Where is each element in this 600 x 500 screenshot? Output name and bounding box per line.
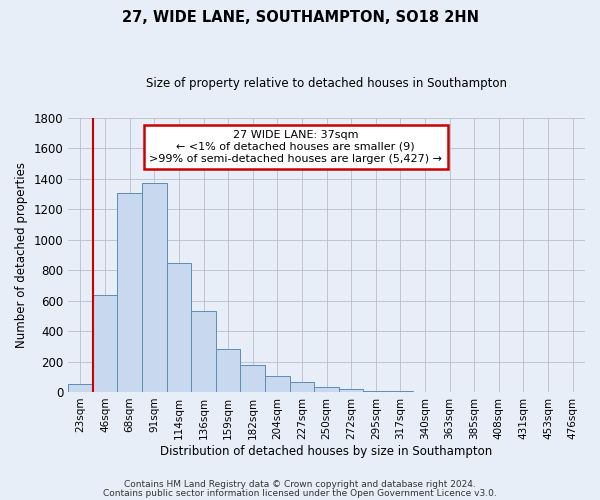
Bar bbox=[364, 390, 388, 392]
Bar bbox=[167, 262, 191, 392]
Bar bbox=[265, 376, 290, 392]
X-axis label: Distribution of detached houses by size in Southampton: Distribution of detached houses by size … bbox=[160, 444, 493, 458]
Bar bbox=[68, 384, 93, 392]
Bar bbox=[314, 388, 339, 392]
Bar bbox=[290, 382, 314, 392]
Bar bbox=[93, 294, 118, 392]
Bar bbox=[241, 364, 265, 392]
Text: 27, WIDE LANE, SOUTHAMPTON, SO18 2HN: 27, WIDE LANE, SOUTHAMPTON, SO18 2HN bbox=[121, 10, 479, 25]
Y-axis label: Number of detached properties: Number of detached properties bbox=[15, 162, 28, 348]
Text: 27 WIDE LANE: 37sqm
← <1% of detached houses are smaller (9)
>99% of semi-detach: 27 WIDE LANE: 37sqm ← <1% of detached ho… bbox=[149, 130, 442, 164]
Bar bbox=[191, 312, 216, 392]
Text: Contains public sector information licensed under the Open Government Licence v3: Contains public sector information licen… bbox=[103, 488, 497, 498]
Bar bbox=[339, 389, 364, 392]
Bar bbox=[142, 184, 167, 392]
Bar bbox=[118, 192, 142, 392]
Bar bbox=[216, 350, 241, 392]
Text: Contains HM Land Registry data © Crown copyright and database right 2024.: Contains HM Land Registry data © Crown c… bbox=[124, 480, 476, 489]
Title: Size of property relative to detached houses in Southampton: Size of property relative to detached ho… bbox=[146, 78, 507, 90]
